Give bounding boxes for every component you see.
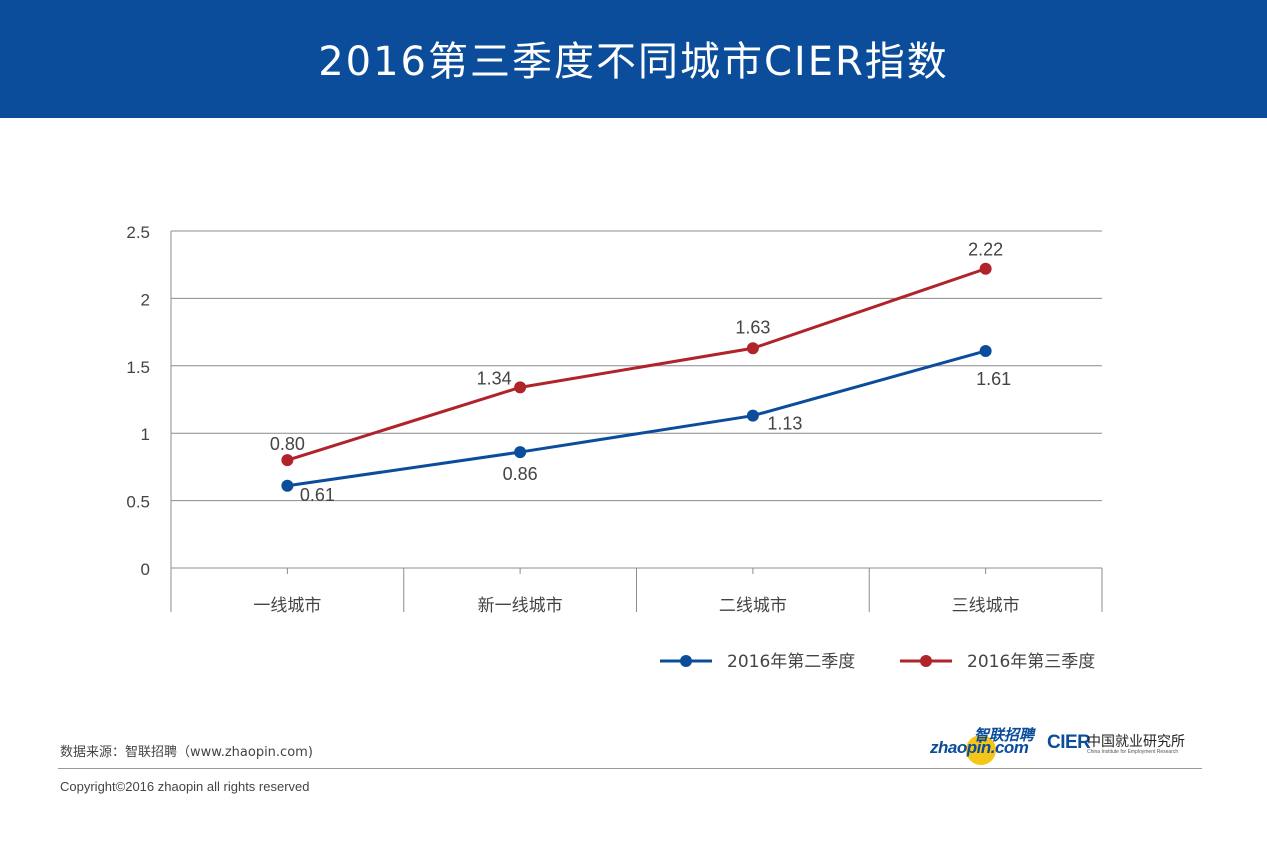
data-point-q3	[514, 381, 527, 394]
cier-logo-en-text: China Institute for Employment Research	[1087, 749, 1179, 755]
data-point-q2	[281, 479, 294, 492]
zhaopin-logo-cn-text: 智联招聘	[974, 726, 1035, 744]
legend-marker-q3	[920, 655, 932, 667]
cier-logo: CIER 中国就业研究所 China Institute for Employm…	[1047, 731, 1202, 759]
y-tick-label: 1	[141, 425, 150, 444]
legend-label-q3: 2016年第三季度	[967, 652, 1095, 672]
x-tick-label: 新一线城市	[478, 596, 563, 616]
data-label-q3: 2.22	[968, 240, 1003, 260]
y-tick-label: 0.5	[126, 493, 150, 512]
y-tick-label: 2	[141, 290, 150, 309]
header-banner: 2016第三季度不同城市CIER指数	[0, 0, 1267, 118]
data-label-q3: 1.34	[477, 368, 512, 388]
y-tick-label: 0	[141, 560, 150, 579]
legend-label-q2: 2016年第二季度	[727, 652, 855, 672]
series-line-q2	[287, 349, 987, 488]
page-title: 2016第三季度不同城市CIER指数	[318, 39, 949, 85]
data-point-q2	[514, 446, 527, 459]
data-label-q3: 1.63	[735, 317, 770, 337]
y-tick-label: 1.5	[126, 358, 150, 377]
legend-marker-q2	[680, 655, 692, 667]
y-tick-label: 2.5	[126, 223, 150, 242]
data-point-q3	[979, 262, 992, 275]
data-point-q3	[746, 342, 759, 355]
copyright-note: Copyright©2016 zhaopin all rights reserv…	[60, 779, 310, 794]
x-tick-label: 三线城市	[952, 596, 1020, 616]
data-source-note: 数据来源：智联招聘（www.zhaopin.com)	[60, 745, 313, 760]
cier-logo-cn-text: 中国就业研究所	[1087, 734, 1185, 750]
data-label-q2: 1.13	[767, 414, 802, 434]
data-point-q3	[281, 454, 294, 467]
zhaopin-logo-dot-icon	[966, 735, 996, 765]
data-label-q2: 0.86	[503, 464, 538, 484]
data-point-q2	[979, 344, 992, 357]
zhaopin-logo-en-text: zhaopin.com	[930, 738, 1029, 757]
zhaopin-logo: 智联招聘 zhaopin.com	[930, 724, 1038, 765]
data-point-q2	[746, 409, 759, 422]
series-line-q3	[286, 267, 987, 462]
footer-divider	[58, 768, 1202, 769]
cier-logo-mark: CIER	[1047, 732, 1091, 753]
x-tick-label: 一线城市	[253, 596, 321, 616]
data-label-q2: 0.61	[300, 485, 335, 505]
data-label-q3: 0.80	[270, 434, 305, 454]
x-tick-label: 二线城市	[719, 596, 787, 616]
data-label-q2: 1.61	[976, 369, 1011, 389]
